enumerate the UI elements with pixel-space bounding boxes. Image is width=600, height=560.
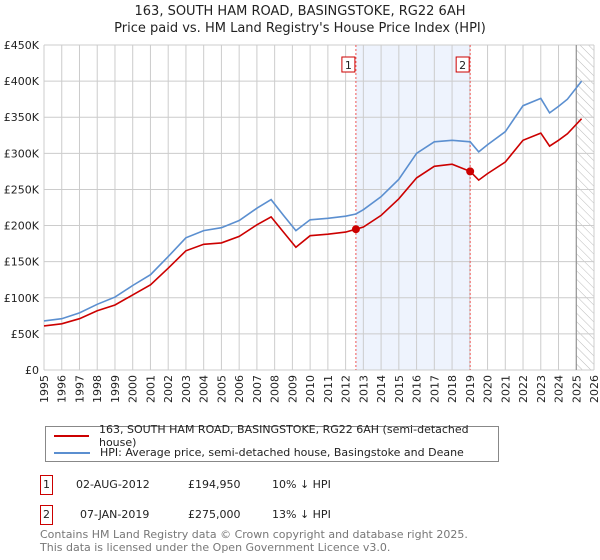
footer: Contains HM Land Registry data © Crown c… bbox=[40, 528, 468, 554]
sale-point bbox=[466, 167, 475, 176]
x-tick-label: 1995 bbox=[38, 375, 51, 403]
transaction-row: 2 07-JAN-2019 £275,000 13% ↓ HPI bbox=[40, 505, 400, 525]
hpi-diff: 10% ↓ HPI bbox=[272, 478, 331, 491]
series-line bbox=[43, 80, 583, 322]
x-tick-label: 2008 bbox=[269, 375, 282, 403]
x-tick-label: 2021 bbox=[499, 375, 512, 403]
red-line-swatch bbox=[54, 434, 89, 437]
marker-label: 1 bbox=[345, 59, 352, 72]
marker-label-box bbox=[455, 56, 470, 73]
x-tick-label: 1997 bbox=[73, 375, 86, 403]
x-tick-label: 2015 bbox=[393, 375, 406, 403]
series-line bbox=[43, 118, 583, 327]
y-tick-label: £0 bbox=[25, 364, 39, 377]
date: 02-AUG-2012 bbox=[76, 478, 150, 491]
x-tick-label: 2019 bbox=[464, 375, 477, 403]
x-tick-label: 2002 bbox=[162, 375, 175, 403]
x-tick-label: 2026 bbox=[588, 375, 600, 403]
sale-period-shading bbox=[355, 45, 471, 370]
x-tick-label: 2024 bbox=[553, 375, 566, 403]
date: 07-JAN-2019 bbox=[80, 508, 150, 521]
marker-label: 2 bbox=[459, 59, 466, 72]
y-tick-label: £150K bbox=[4, 256, 40, 269]
x-tick-label: 2009 bbox=[286, 375, 299, 403]
x-tick-label: 2001 bbox=[144, 375, 157, 403]
marker-badge: 1 bbox=[40, 475, 53, 495]
x-tick-label: 2013 bbox=[357, 375, 370, 403]
x-tick-label: 2010 bbox=[304, 375, 317, 403]
blue-line-swatch bbox=[54, 451, 90, 454]
price-chart: 1995 1996 1997 1998 1999 2000 2001 2002 2003 2004… bbox=[4, 39, 600, 403]
y-tick-label: £100K bbox=[4, 292, 40, 305]
x-tick-label: 2018 bbox=[446, 375, 459, 403]
x-tick-label: 2014 bbox=[375, 375, 388, 403]
footer-line: Contains HM Land Registry data © Crown c… bbox=[40, 528, 468, 541]
chart-subtitle: Price paid vs. HM Land Registry's House … bbox=[114, 21, 486, 36]
footer-line: This data is licensed under the Open Gov… bbox=[40, 541, 391, 554]
transaction-row: 1 02-AUG-2012 £194,950 10% ↓ HPI bbox=[40, 475, 400, 495]
y-tick-label: £400K bbox=[4, 75, 40, 88]
legend-item-hpi: HPI: Average price, semi-detached house,… bbox=[46, 444, 464, 461]
legend-item-property: 163, SOUTH HAM ROAD, BASINGSTOKE, RG22 6… bbox=[46, 423, 498, 449]
x-tick-label: 2011 bbox=[322, 375, 335, 403]
x-tick-label: 2023 bbox=[535, 375, 548, 403]
marker-badge: 2 bbox=[40, 505, 53, 525]
x-tick-label: 2022 bbox=[517, 375, 530, 403]
hpi-diff: 13% ↓ HPI bbox=[272, 508, 331, 521]
x-tick-label: 1996 bbox=[56, 375, 69, 403]
x-tick-label: 1999 bbox=[109, 375, 122, 403]
sale-point bbox=[351, 225, 360, 234]
x-tick-label: 2005 bbox=[215, 375, 228, 403]
forecast-hatch bbox=[576, 45, 594, 370]
legend-label: 163, SOUTH HAM ROAD, BASINGSTOKE, RG22 6… bbox=[98, 422, 469, 449]
y-tick-label: £350K bbox=[4, 111, 40, 124]
y-tick-label: £450K bbox=[4, 39, 40, 52]
y-tick-label: £200K bbox=[4, 220, 40, 233]
legend-label: HPI: Average price, semi-detached house,… bbox=[100, 446, 464, 459]
y-tick-label: £300K bbox=[4, 147, 40, 160]
x-tick-label: 2004 bbox=[198, 375, 211, 403]
x-tick-label: 2007 bbox=[251, 375, 264, 403]
x-tick-label: 2012 bbox=[340, 375, 353, 403]
chart-title: 163, SOUTH HAM ROAD, BASINGSTOKE, RG22 6… bbox=[134, 4, 466, 19]
x-tick-label: 2003 bbox=[180, 375, 193, 403]
y-tick-label: £250K bbox=[4, 183, 40, 196]
legend: 163, SOUTH HAM ROAD, BASINGSTOKE, RG22 6… bbox=[45, 423, 499, 462]
x-tick-label: 2025 bbox=[570, 375, 583, 403]
price: £194,950 bbox=[188, 478, 241, 491]
marker-label-box bbox=[341, 56, 356, 73]
x-tick-label: 2006 bbox=[233, 375, 246, 403]
y-tick-label: £50K bbox=[11, 328, 40, 341]
x-tick-label: 2017 bbox=[428, 375, 441, 403]
price: £275,000 bbox=[188, 508, 241, 521]
x-tick-label: 2000 bbox=[127, 375, 140, 403]
x-tick-label: 1998 bbox=[91, 375, 104, 403]
x-tick-label: 2020 bbox=[482, 375, 495, 403]
x-tick-label: 2016 bbox=[411, 375, 424, 403]
